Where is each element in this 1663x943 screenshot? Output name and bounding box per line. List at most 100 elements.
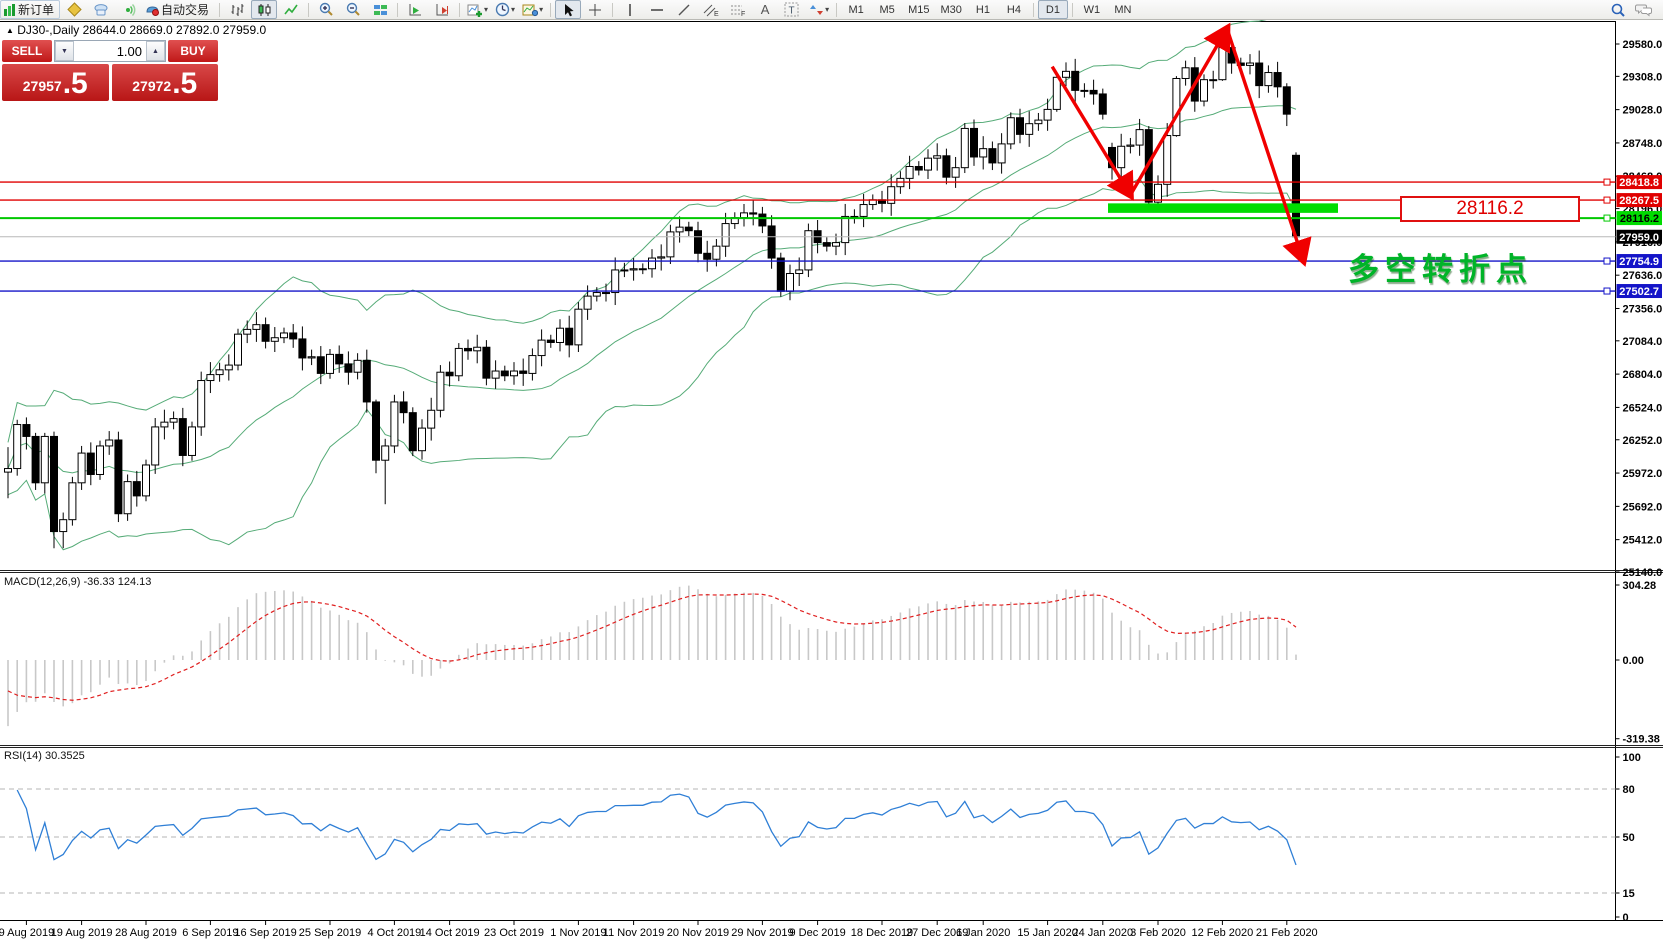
candle-body [795, 269, 804, 275]
timeframe-h1-button[interactable]: H1 [975, 3, 990, 16]
crosshair-tool-button[interactable] [582, 0, 608, 19]
timeframe-mn-button[interactable]: MN [1114, 3, 1132, 16]
crosshair-icon [589, 3, 602, 16]
timeframe-d1-button[interactable]: D1 [1037, 0, 1068, 19]
turning-point-annotation[interactable]: 多空转折点 [1348, 252, 1533, 287]
chart-shift-icon [436, 3, 448, 15]
macd-signal-line [7, 593, 1297, 701]
candle-body [427, 409, 436, 429]
candle-body [197, 380, 206, 428]
line-anchor-handle[interactable] [1603, 178, 1611, 186]
profiles-button[interactable] [61, 0, 87, 19]
arrows-icon [810, 4, 824, 15]
price-tick-label: 26524.0 [1623, 402, 1663, 414]
line-anchor-handle[interactable] [1603, 257, 1611, 265]
chat-button[interactable] [1631, 0, 1657, 19]
candle-body [1089, 89, 1098, 95]
candle-body [436, 371, 445, 411]
bar-chart-mode-button[interactable] [224, 0, 250, 19]
trend-arrow[interactable] [1050, 65, 1134, 201]
cursor-tool-button[interactable] [555, 0, 582, 19]
text-tool-button[interactable]: A [752, 0, 778, 19]
vertical-line-tool-button[interactable] [617, 0, 643, 19]
collapse-triangle-icon[interactable]: ▲ [6, 26, 14, 35]
timeframe-m30-button[interactable]: M30 [940, 3, 962, 16]
profile-icon [66, 2, 82, 17]
date-tick-label: 28 Aug 2019 [115, 927, 177, 939]
zoom-out-button[interactable] [340, 0, 366, 19]
indicators-button[interactable]: ▾ [464, 0, 491, 19]
candle-body [31, 435, 40, 484]
volume-input[interactable] [74, 41, 146, 61]
chart-shift-button[interactable] [429, 0, 455, 19]
new-order-button[interactable]: 新订单 [0, 0, 61, 19]
bar-chart-icon [231, 3, 244, 16]
trend-arrow[interactable] [1128, 22, 1231, 196]
toolbar-separator [219, 2, 221, 17]
date-tick-label: 16 Sep 2019 [234, 927, 296, 939]
candle-body [832, 242, 840, 247]
auto-scroll-button[interactable] [402, 0, 428, 19]
svg-text:E: E [714, 11, 719, 17]
candle-body [675, 226, 684, 233]
candle-body [178, 418, 187, 456]
trendline-tool-button[interactable] [671, 0, 697, 19]
chat-icon [1635, 4, 1652, 17]
toolbar: 新订单 自动交易 [0, 0, 1663, 20]
timeframe-m5-button[interactable]: M5 [879, 3, 895, 16]
candle-body [362, 359, 371, 403]
candle-body [96, 445, 104, 475]
templates-button[interactable]: ▾ [519, 0, 546, 19]
support-zone-bar[interactable] [1108, 203, 1338, 213]
candle-body [335, 353, 344, 365]
sell-price-main: 27957 [22, 78, 62, 94]
candle-body [970, 127, 978, 158]
buy-price-button[interactable]: 27972 .5 [111, 64, 218, 101]
text-label-tool-button[interactable]: T [779, 0, 805, 19]
channel-tool-button[interactable]: E [698, 0, 724, 19]
volume-decrease-button[interactable]: ▼ [55, 41, 74, 61]
candle-body [694, 230, 702, 254]
tile-windows-button[interactable] [367, 0, 393, 19]
candle-body [353, 359, 362, 373]
price-line-tag-label: 27959.0 [1619, 232, 1659, 244]
line-anchor-handle[interactable] [1603, 196, 1611, 204]
equidistant-channel-icon: E [703, 4, 719, 17]
support-level-annotation[interactable]: 28116.2 [1400, 196, 1580, 222]
line-anchor-handle[interactable] [1603, 287, 1611, 295]
timeframe-m1-button[interactable]: M1 [848, 3, 864, 16]
timeframe-h4-button[interactable]: H4 [1006, 3, 1021, 16]
candle-chart-mode-button[interactable] [251, 0, 278, 19]
candle-body [418, 427, 426, 452]
periods-button[interactable]: ▾ [492, 0, 518, 19]
sell-price-button[interactable]: 27957 .5 [2, 64, 109, 101]
community-button[interactable] [88, 0, 114, 19]
candle-body [445, 371, 454, 377]
rsi-tick-label: 80 [1623, 784, 1635, 796]
line-anchor-handle[interactable] [1603, 214, 1611, 222]
candle-body [1255, 62, 1264, 87]
sell-button[interactable]: SELL [2, 40, 52, 62]
chart-ohlc-values: 28644.0 28669.0 27892.0 27959.0 [82, 23, 267, 37]
news-signal-button[interactable] [115, 0, 141, 19]
candle-body [583, 295, 592, 310]
price-tick-label: 27084.0 [1623, 336, 1663, 348]
timeframe-w1-button[interactable]: W1 [1083, 3, 1101, 16]
candle-body [951, 167, 960, 178]
candle-body [546, 339, 555, 343]
volume-increase-button[interactable]: ▲ [146, 41, 165, 61]
buy-button[interactable]: BUY [168, 40, 218, 62]
arrows-tool-button[interactable]: ▾ [806, 0, 832, 19]
line-chart-mode-button[interactable] [278, 0, 304, 19]
zoom-in-button[interactable] [313, 0, 339, 19]
fibonacci-tool-button[interactable]: F [725, 0, 751, 19]
candle-body [1034, 119, 1043, 125]
trend-arrow[interactable] [1225, 28, 1312, 267]
timeframe-m15-button[interactable]: M15 [908, 3, 930, 16]
horizontal-line-tool-button[interactable] [644, 0, 670, 19]
sell-price-pips: .5 [62, 67, 88, 100]
candle-body [1264, 72, 1273, 87]
search-button[interactable] [1605, 0, 1631, 19]
autotrading-button[interactable]: 自动交易 [142, 0, 215, 19]
